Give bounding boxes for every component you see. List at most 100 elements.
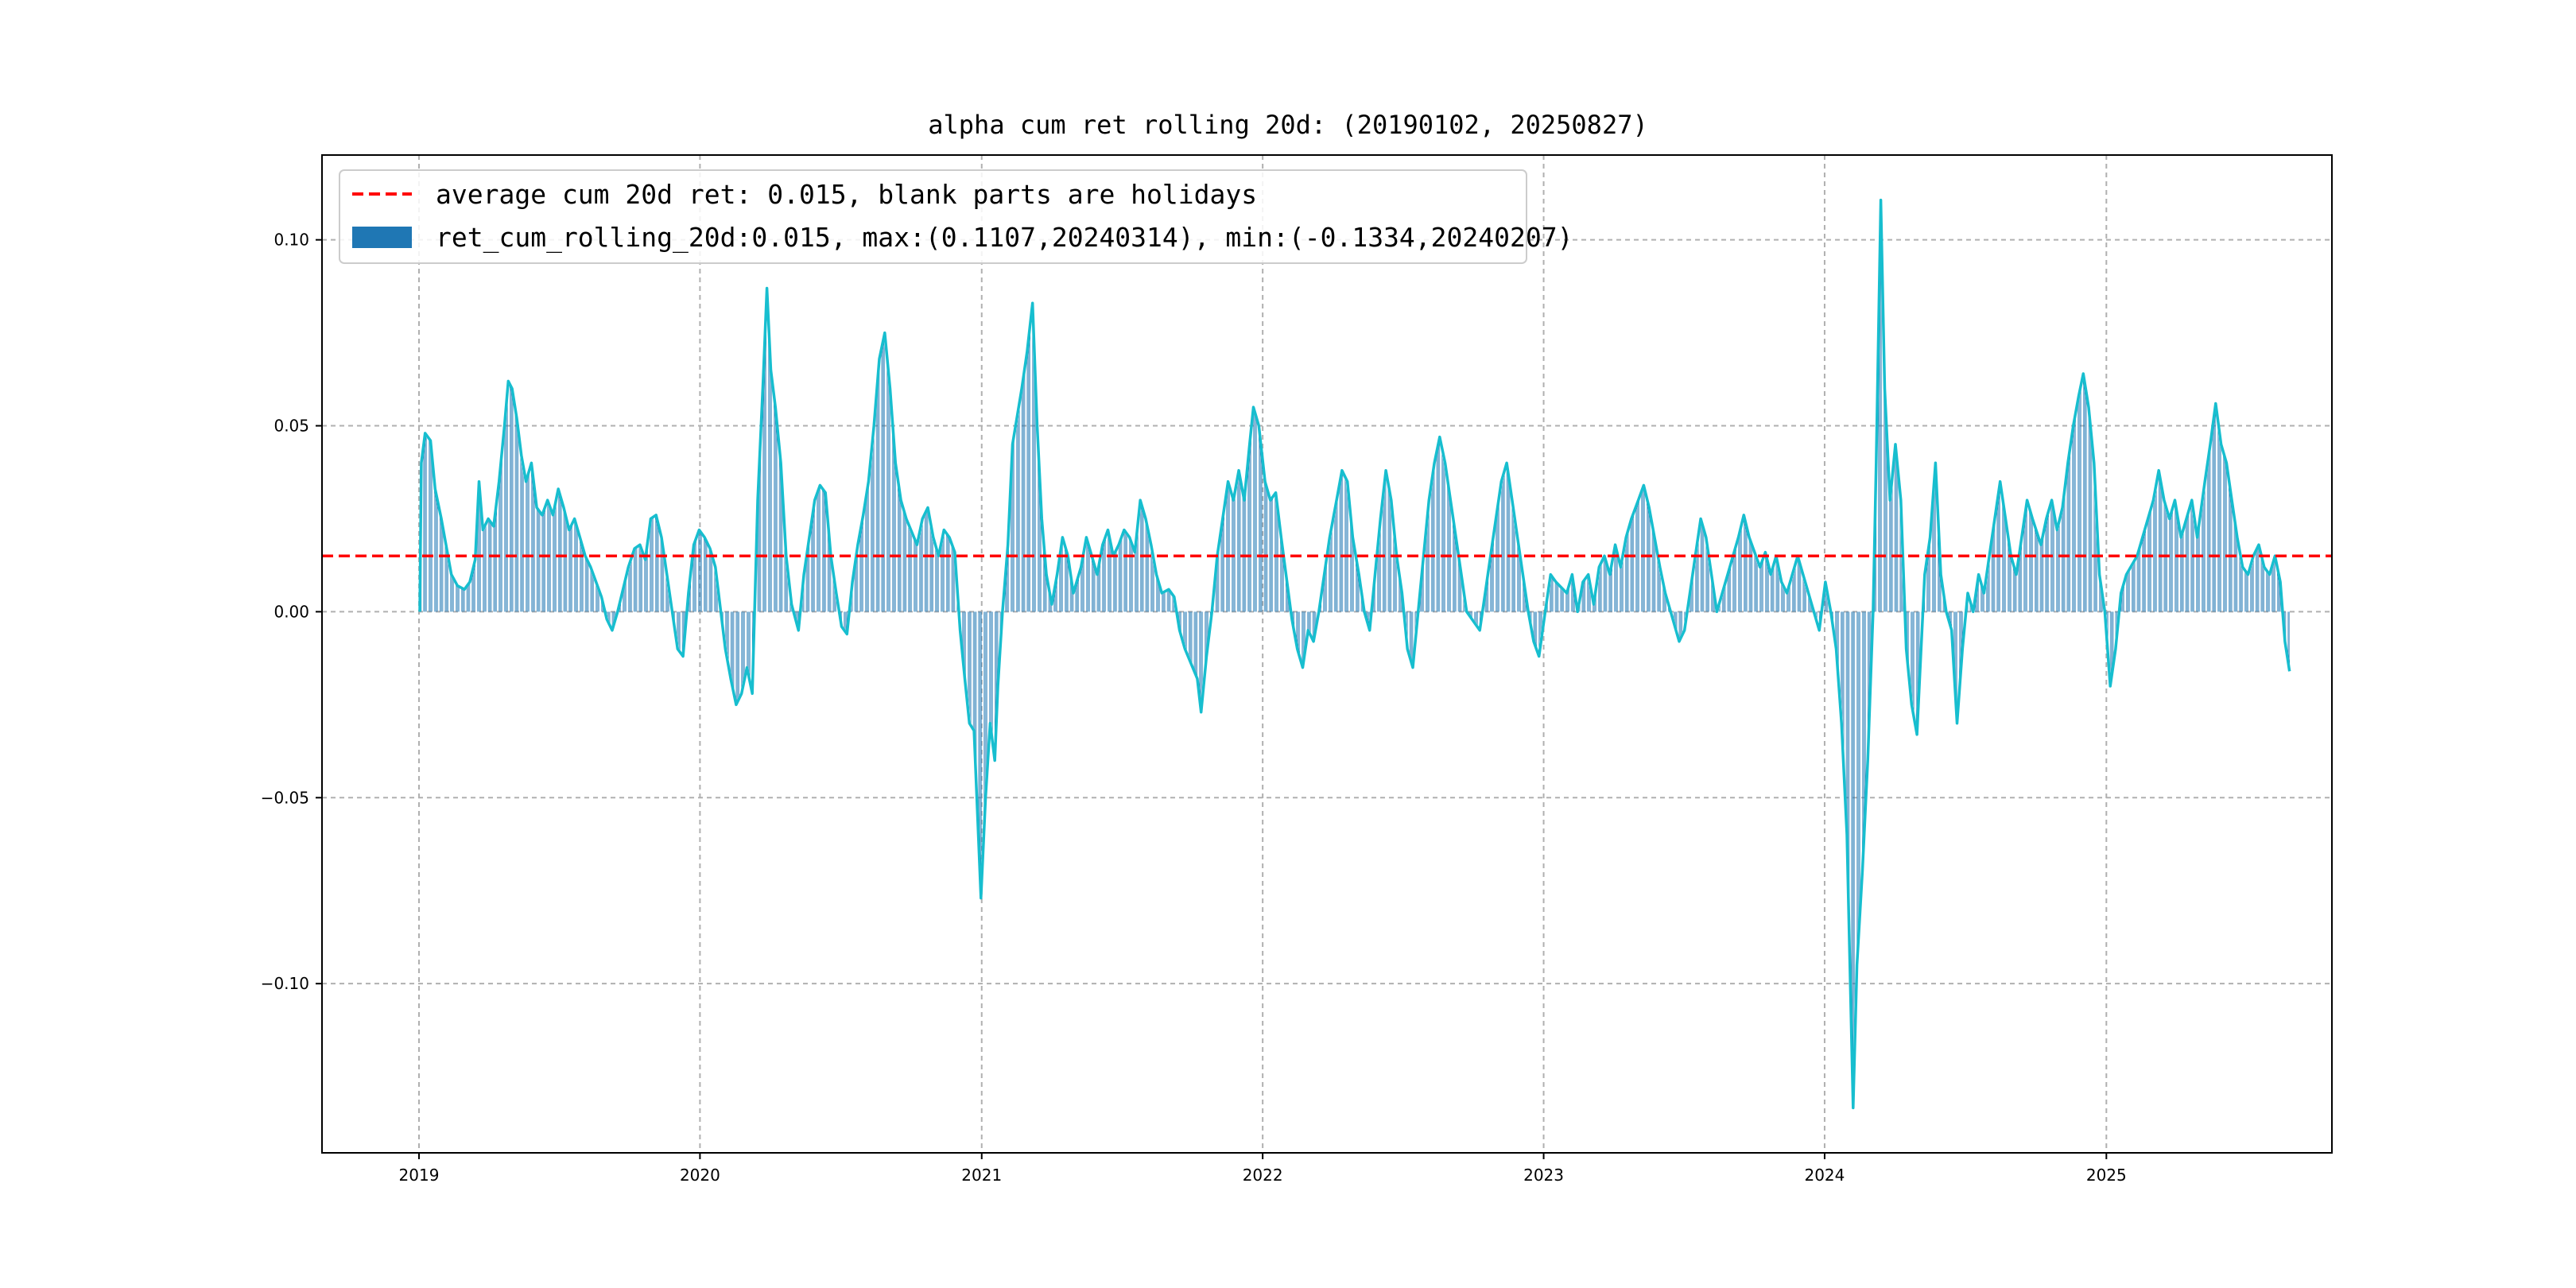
bar bbox=[1237, 475, 1239, 612]
bar bbox=[1980, 582, 1981, 612]
bar bbox=[1703, 529, 1705, 612]
bar bbox=[511, 388, 513, 612]
bar bbox=[2171, 510, 2172, 612]
bar bbox=[1518, 542, 1519, 612]
bar bbox=[442, 527, 444, 612]
bar-series bbox=[419, 200, 2291, 1108]
bar bbox=[1886, 420, 1887, 612]
bar bbox=[1783, 587, 1784, 612]
bar bbox=[1651, 524, 1653, 612]
bar bbox=[1098, 565, 1100, 612]
bar bbox=[868, 481, 869, 612]
bar bbox=[1784, 588, 1785, 612]
bar bbox=[1695, 556, 1696, 612]
bar bbox=[1265, 484, 1267, 612]
bar bbox=[855, 561, 856, 612]
bar bbox=[769, 337, 770, 612]
bar bbox=[1960, 611, 1961, 681]
bar bbox=[1347, 481, 1348, 612]
bar bbox=[597, 586, 598, 612]
bar bbox=[1184, 611, 1185, 646]
bar bbox=[2032, 518, 2033, 612]
bar bbox=[2237, 537, 2238, 612]
bar bbox=[1660, 570, 1661, 612]
bar bbox=[823, 489, 824, 612]
bar bbox=[528, 473, 529, 612]
bar bbox=[1356, 564, 1358, 612]
bar bbox=[1624, 541, 1626, 612]
bar bbox=[1551, 576, 1553, 612]
chart-title: alpha cum ret rolling 20d: (20190102, 20… bbox=[928, 110, 1647, 140]
bar bbox=[507, 390, 508, 612]
bar bbox=[1491, 550, 1492, 612]
bar bbox=[518, 430, 519, 612]
bar bbox=[1422, 564, 1423, 612]
bar bbox=[1638, 500, 1639, 612]
bar bbox=[1217, 550, 1219, 612]
bar bbox=[2121, 590, 2122, 612]
bar bbox=[820, 485, 821, 612]
bar bbox=[1077, 580, 1078, 612]
bar bbox=[1248, 452, 1249, 612]
bar bbox=[576, 526, 577, 612]
bar bbox=[873, 425, 875, 612]
bar bbox=[872, 441, 873, 612]
bar bbox=[883, 336, 885, 612]
bar bbox=[639, 545, 641, 612]
bar bbox=[2241, 562, 2242, 612]
bar bbox=[2138, 550, 2140, 612]
bar bbox=[1226, 492, 1227, 612]
bar bbox=[1604, 556, 1605, 612]
bar bbox=[1497, 508, 1498, 612]
bar bbox=[1627, 529, 1629, 612]
bar bbox=[1620, 567, 1621, 612]
bar bbox=[2190, 502, 2192, 612]
bar bbox=[2015, 574, 2017, 612]
bar bbox=[2145, 526, 2146, 612]
bar bbox=[764, 343, 765, 612]
bar bbox=[2039, 542, 2041, 612]
bar bbox=[1852, 611, 1853, 1074]
bar bbox=[434, 480, 435, 612]
bar bbox=[1034, 364, 1035, 612]
bar bbox=[973, 611, 975, 731]
bar bbox=[1588, 574, 1589, 612]
bar bbox=[1421, 580, 1422, 612]
bar bbox=[467, 584, 468, 612]
bar bbox=[1389, 491, 1391, 612]
bar bbox=[1412, 611, 1414, 668]
bar bbox=[2261, 557, 2263, 612]
plot-frame bbox=[321, 154, 2333, 1154]
bar bbox=[2056, 526, 2057, 612]
bar bbox=[1950, 611, 1952, 628]
bar bbox=[935, 545, 936, 612]
bar bbox=[1563, 590, 1564, 612]
bar bbox=[1377, 550, 1378, 612]
bar bbox=[991, 611, 992, 736]
bar bbox=[741, 611, 742, 694]
bar bbox=[2160, 483, 2162, 612]
bar bbox=[1073, 593, 1074, 612]
bar bbox=[903, 510, 905, 612]
bar bbox=[1692, 576, 1693, 612]
bar bbox=[638, 545, 640, 612]
bar bbox=[1352, 537, 1353, 612]
bar bbox=[471, 572, 473, 612]
bar bbox=[1433, 467, 1434, 612]
x-tick-label: 2019 bbox=[399, 1166, 440, 1185]
bar bbox=[1897, 467, 1899, 612]
bar bbox=[2206, 465, 2208, 612]
bar bbox=[2179, 533, 2181, 612]
bar bbox=[1164, 591, 1166, 612]
bar bbox=[2009, 545, 2010, 612]
bar bbox=[1927, 553, 1928, 612]
bar bbox=[1652, 529, 1654, 612]
bar bbox=[1940, 574, 1942, 612]
bar bbox=[1663, 585, 1664, 612]
bar bbox=[484, 526, 485, 612]
bar bbox=[1496, 513, 1497, 612]
bar bbox=[2026, 505, 2027, 612]
bar bbox=[522, 464, 523, 612]
bar bbox=[1368, 611, 1369, 626]
bar bbox=[1854, 611, 1855, 1051]
